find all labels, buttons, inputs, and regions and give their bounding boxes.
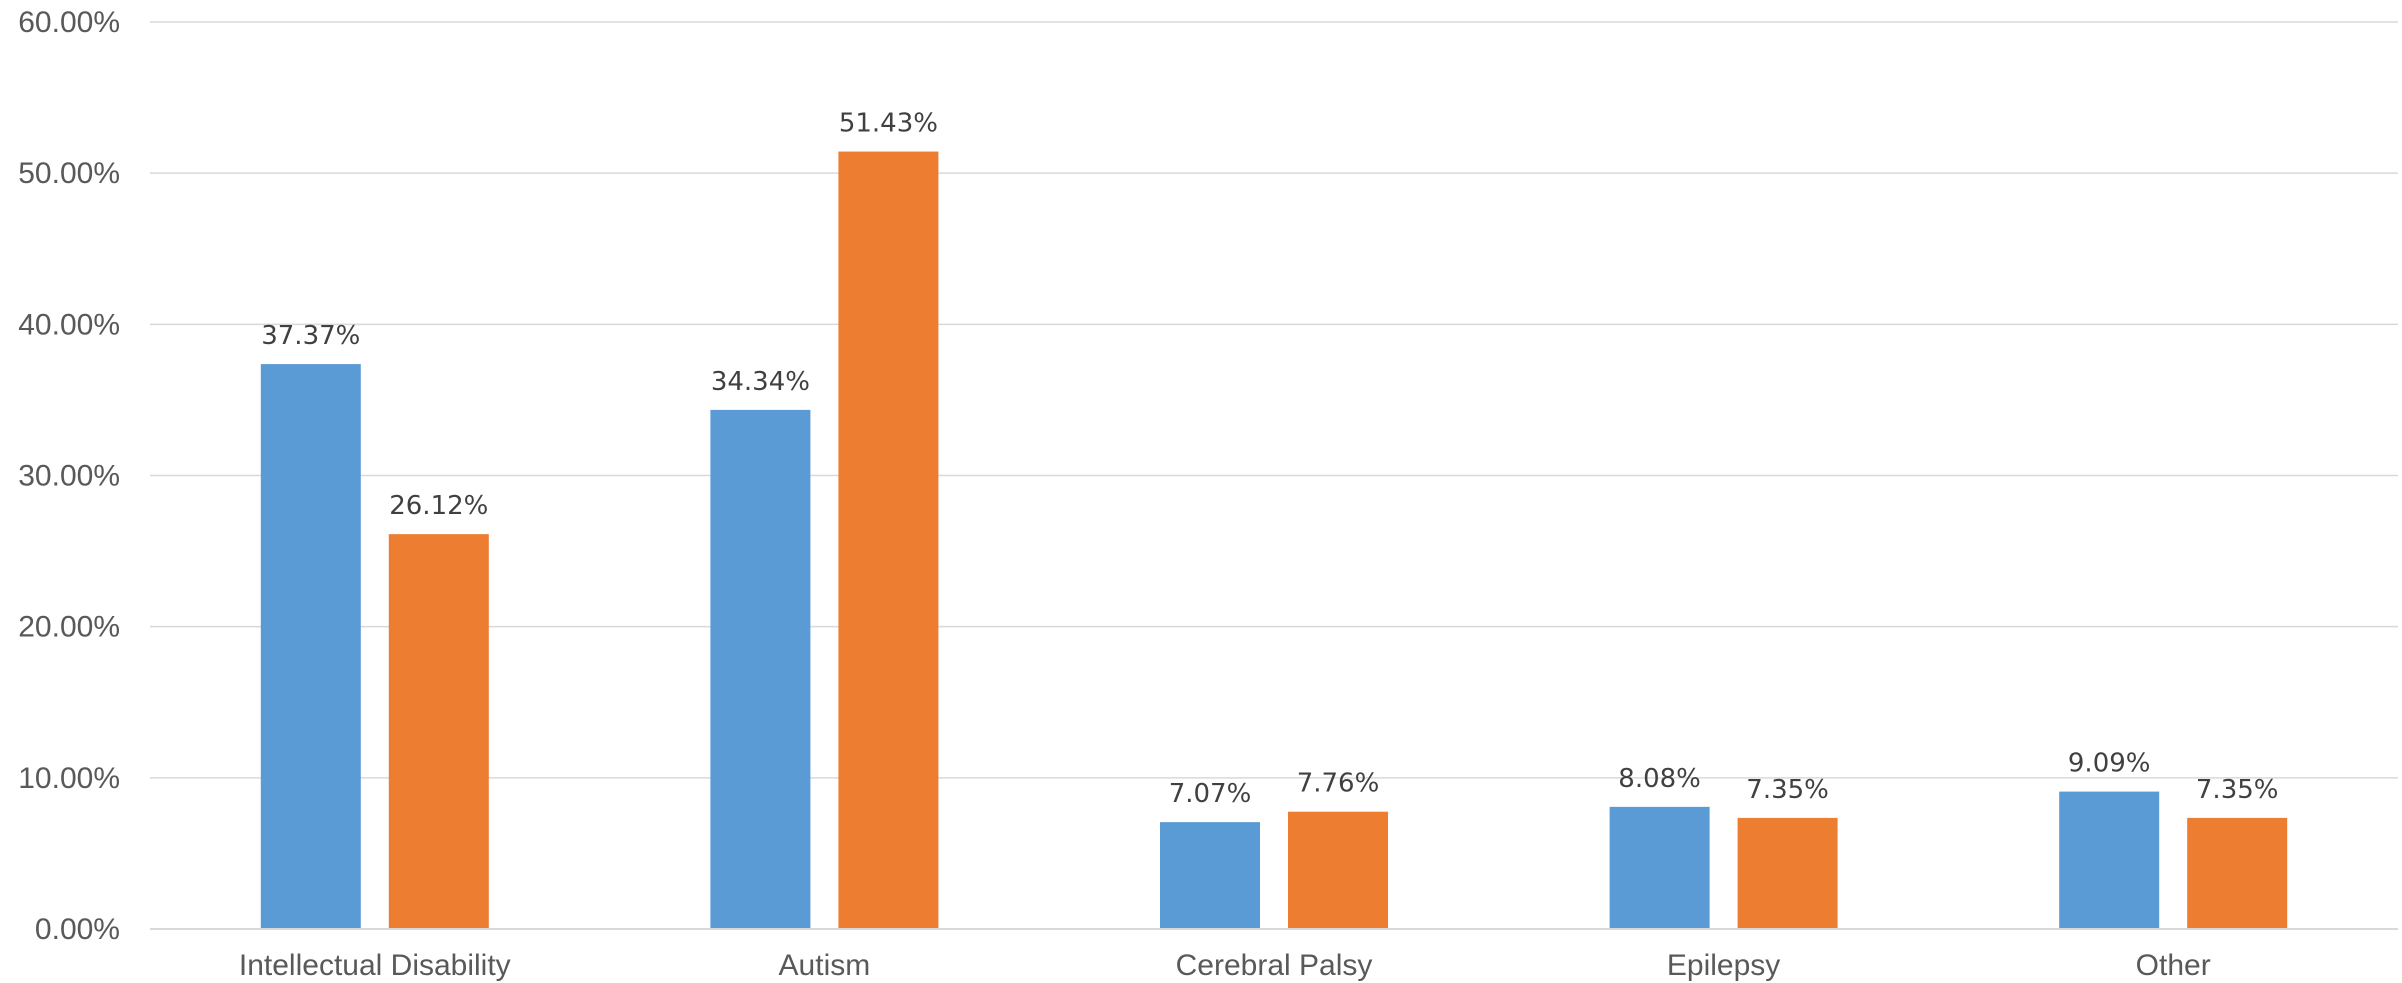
data-label: 37.37% [261,321,360,351]
data-label: 8.08% [1618,764,1701,794]
bars [260,151,2288,930]
bar-series-2-epilepsy [1737,817,1838,929]
x-category-label: Other [2136,949,2211,982]
bar-series-2-intellectual-disability [388,534,489,929]
x-category-label: Epilepsy [1667,949,1780,982]
y-axis-tick-labels: 0.00% 10.00% 20.00% 30.00% 40.00% 50.00% 60.00… [18,6,120,946]
y-tick-label: 50.00% [18,157,120,190]
data-labels: 37.37% 26.12% 34.34% 51.43% 7.07% 7.76% 8.08% 7… [261,109,2278,810]
bar-series-1-other [2059,791,2160,929]
bar-series-1-autism [710,409,811,929]
y-tick-label: 30.00% [18,460,120,493]
y-tick-label: 0.00% [35,913,120,946]
x-category-label: Intellectual Disability [239,949,511,982]
data-label: 26.12% [389,491,488,521]
x-category-label: Cerebral Palsy [1176,949,1373,982]
bar-series-1-epilepsy [1609,806,1710,929]
data-label: 7.07% [1169,779,1252,809]
data-label: 7.35% [2196,775,2279,805]
data-label: 9.09% [2068,749,2151,779]
y-tick-label: 60.00% [18,6,120,39]
y-tick-label: 40.00% [18,308,120,341]
data-label: 7.35% [1746,775,1829,805]
data-label: 7.76% [1297,769,1380,799]
x-category-label: Autism [779,949,871,982]
y-tick-label: 20.00% [18,611,120,644]
bar-series-2-other [2187,817,2288,929]
gridlines [150,21,2398,779]
bar-series-2-autism [838,151,939,930]
x-axis-category-labels: Intellectual Disability Autism Cerebral Pa… [239,949,2211,982]
data-label: 34.34% [711,367,810,397]
bar-series-2-cerebral-palsy [1288,811,1388,929]
bar-series-1-cerebral-palsy [1160,822,1260,929]
data-label: 51.43% [839,109,938,139]
y-tick-label: 10.00% [18,762,120,795]
bar-series-1-intellectual-disability [260,364,361,929]
